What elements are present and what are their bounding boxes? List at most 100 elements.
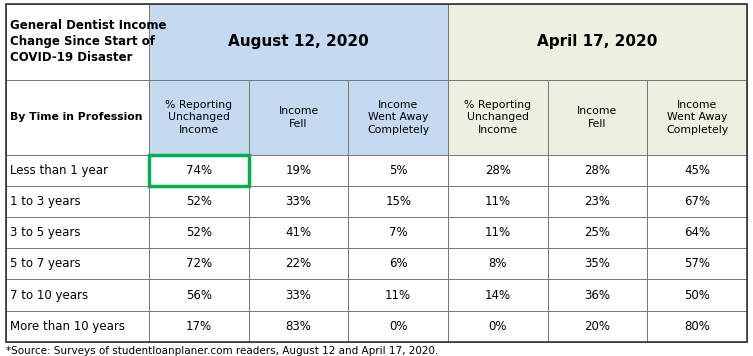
Bar [6,279,149,310]
Text: 0%: 0% [489,320,507,333]
Bar [6,217,149,248]
Bar [6,186,149,217]
Text: 25%: 25% [584,226,611,239]
Text: 33%: 33% [285,195,312,208]
Text: 28%: 28% [485,164,511,177]
Text: 14%: 14% [485,288,511,302]
Text: 19%: 19% [285,164,312,177]
Bar [149,279,248,310]
Bar [248,248,349,279]
Bar [6,155,149,186]
Text: 0%: 0% [389,320,407,333]
Text: General Dentist Income
Change Since Start of
COVID-19 Disaster: General Dentist Income Change Since Star… [10,19,166,64]
Bar [349,279,448,310]
Bar [648,80,747,155]
Bar [349,217,448,248]
Bar [349,155,448,186]
Bar [149,248,248,279]
Bar [547,217,648,248]
Text: 5%: 5% [389,164,407,177]
Text: By Time in Profession: By Time in Profession [10,112,142,122]
Bar [248,155,349,186]
Bar [248,310,349,342]
Bar [248,186,349,217]
Bar [648,155,747,186]
Bar [448,248,547,279]
Bar [248,217,349,248]
Text: 67%: 67% [684,195,710,208]
Bar [6,310,149,342]
Text: % Reporting
Unchanged
Income: % Reporting Unchanged Income [166,100,233,135]
Text: August 12, 2020: August 12, 2020 [228,34,369,49]
Text: More than 10 years: More than 10 years [10,320,125,333]
Bar [149,310,248,342]
Bar [349,310,448,342]
Text: 17%: 17% [186,320,212,333]
Text: 6%: 6% [389,257,407,271]
Text: 11%: 11% [485,195,511,208]
Bar [149,217,248,248]
Bar [149,155,248,186]
Bar [448,80,547,155]
Text: 52%: 52% [186,195,212,208]
Bar [448,217,547,248]
Bar [448,279,547,310]
Bar [648,310,747,342]
Bar [349,186,448,217]
Text: 11%: 11% [485,226,511,239]
Text: 64%: 64% [684,226,710,239]
Text: 83%: 83% [285,320,312,333]
Text: % Reporting
Unchanged
Income: % Reporting Unchanged Income [465,100,532,135]
Text: 56%: 56% [186,288,212,302]
Bar [149,155,248,186]
Text: 1 to 3 years: 1 to 3 years [10,195,81,208]
Bar [6,4,149,80]
Bar [547,279,648,310]
Bar [149,186,248,217]
Bar [149,4,448,80]
Bar [648,248,747,279]
Text: 52%: 52% [186,226,212,239]
Text: 7%: 7% [389,226,407,239]
Text: Income
Went Away
Completely: Income Went Away Completely [367,100,429,135]
Text: 74%: 74% [186,164,212,177]
Bar [547,186,648,217]
Bar [648,279,747,310]
Text: 20%: 20% [584,320,611,333]
Text: Less than 1 year: Less than 1 year [10,164,108,177]
Text: 7 to 10 years: 7 to 10 years [10,288,88,302]
Bar [6,248,149,279]
Bar [448,310,547,342]
Bar [248,279,349,310]
Bar [349,248,448,279]
Text: 15%: 15% [386,195,411,208]
Bar [648,217,747,248]
Text: 8%: 8% [489,257,507,271]
Bar [448,155,547,186]
Text: 5 to 7 years: 5 to 7 years [10,257,81,271]
Text: 41%: 41% [285,226,312,239]
Text: 23%: 23% [584,195,611,208]
Text: 80%: 80% [684,320,710,333]
Bar [547,80,648,155]
Text: Income
Fell: Income Fell [279,106,319,129]
Bar [648,186,747,217]
Bar [349,80,448,155]
Text: 50%: 50% [684,288,710,302]
Bar [248,80,349,155]
Bar [448,186,547,217]
Text: 36%: 36% [584,288,611,302]
Bar [149,80,248,155]
Text: Income
Went Away
Completely: Income Went Away Completely [666,100,728,135]
Text: 72%: 72% [186,257,212,271]
Text: 57%: 57% [684,257,710,271]
Text: *Source: Surveys of studentloanplaner.com readers, August 12 and April 17, 2020.: *Source: Surveys of studentloanplaner.co… [6,346,438,356]
Bar [547,155,648,186]
Text: Income
Fell: Income Fell [578,106,617,129]
Text: 45%: 45% [684,164,710,177]
Text: 3 to 5 years: 3 to 5 years [10,226,81,239]
Text: 11%: 11% [385,288,411,302]
Text: 28%: 28% [584,164,611,177]
Bar [448,4,747,80]
Text: 22%: 22% [285,257,312,271]
